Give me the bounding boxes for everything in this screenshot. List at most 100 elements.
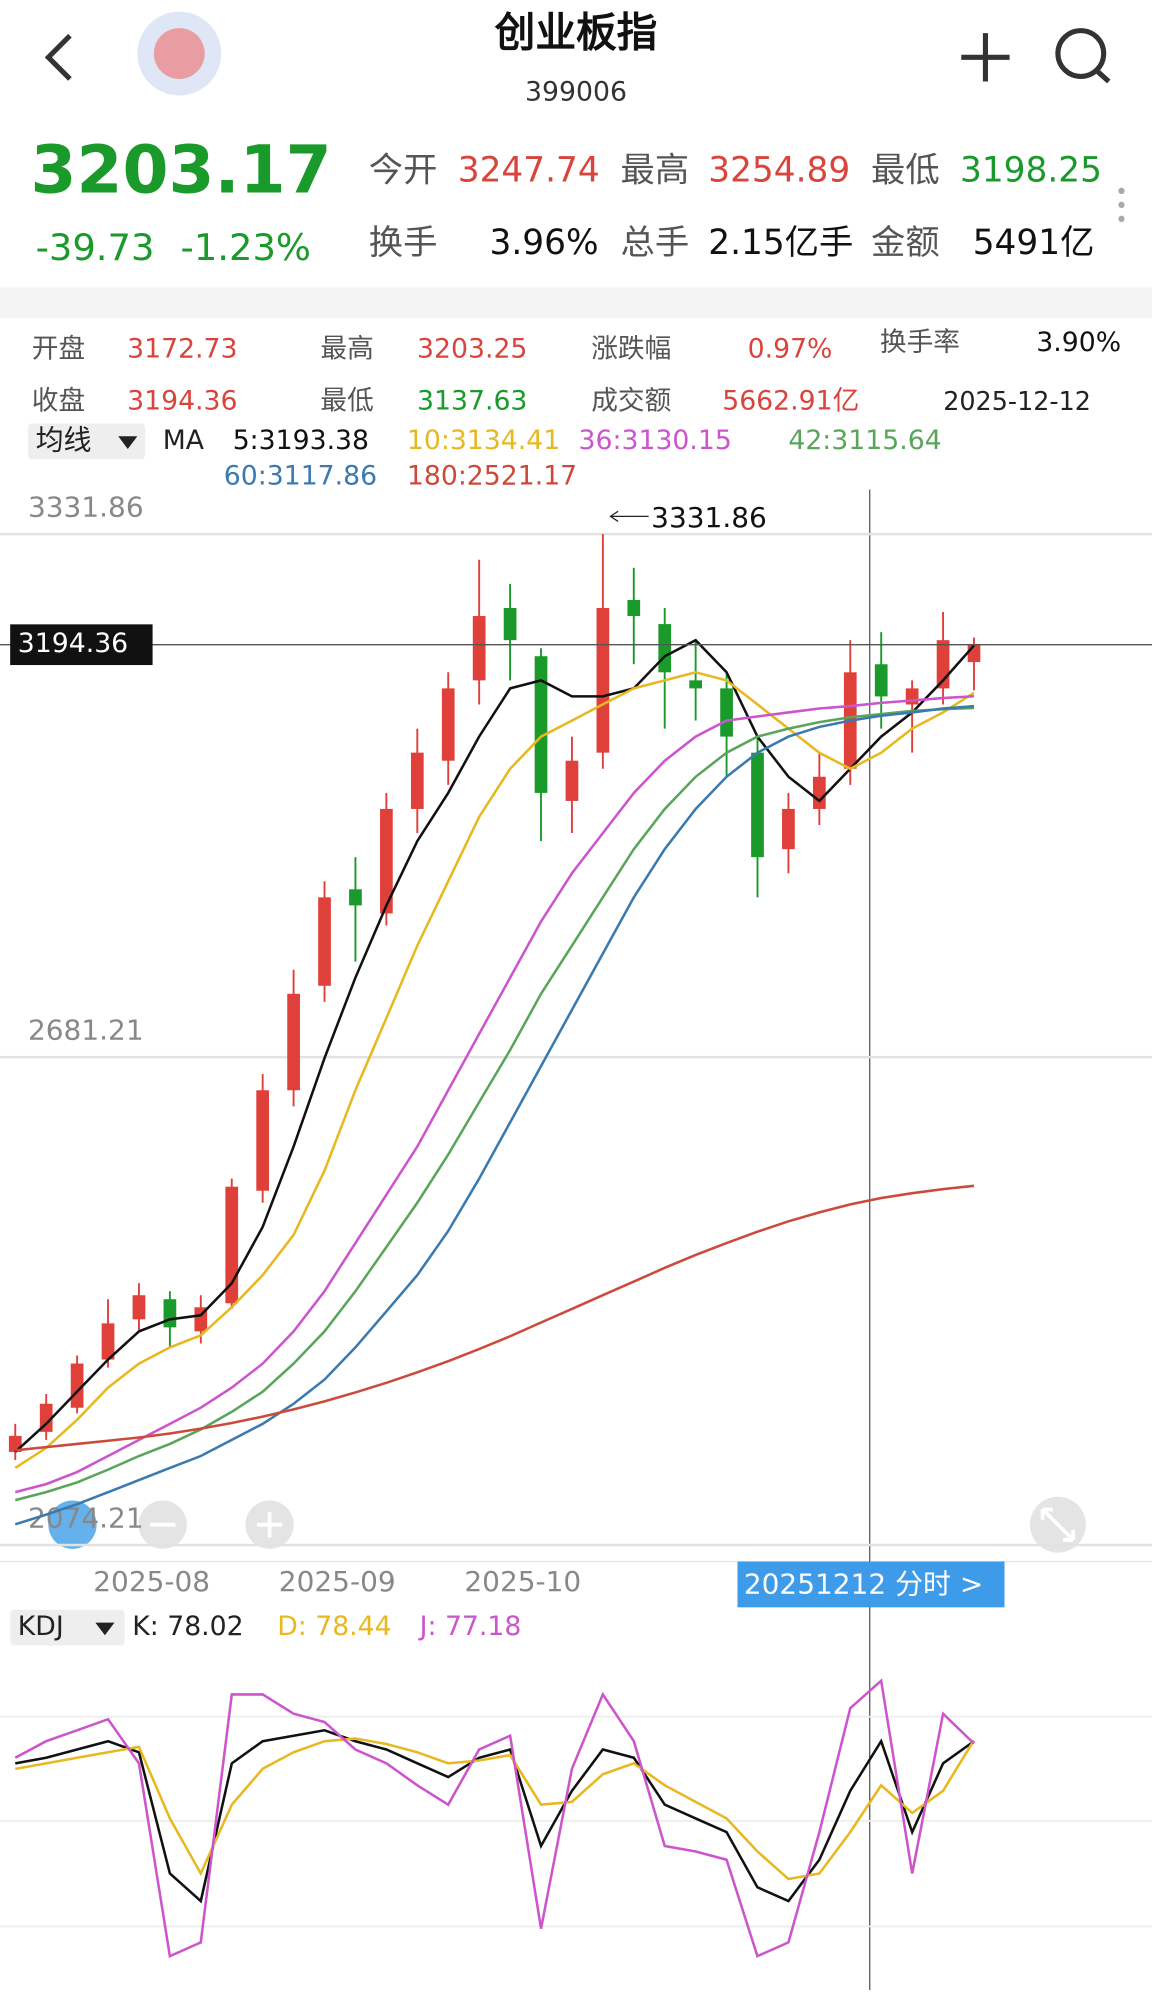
code: 399006 bbox=[525, 76, 627, 107]
ma-legend: 180:2521.17 bbox=[407, 460, 577, 491]
time-tag-label[interactable]: 20251212 分时 > bbox=[744, 1568, 984, 1601]
candle-body bbox=[627, 599, 641, 617]
field-value: 3247.74 bbox=[458, 150, 600, 190]
date: 2025-12-12 bbox=[943, 386, 1091, 416]
zoom-in-icon bbox=[256, 1511, 283, 1538]
kdj-selector[interactable] bbox=[10, 1609, 125, 1646]
field-label: 最低 bbox=[871, 150, 940, 190]
y-tick-label: 2681.21 bbox=[28, 1014, 144, 1047]
stat-label: 开盘 bbox=[32, 333, 85, 364]
add-button[interactable] bbox=[961, 33, 1010, 82]
field-label: 最高 bbox=[621, 150, 690, 190]
field-value: 3198.25 bbox=[960, 150, 1102, 190]
stat-value: 0.97% bbox=[748, 333, 833, 364]
stat-label: 收盘 bbox=[32, 385, 85, 416]
field-label: 换手 bbox=[369, 223, 438, 263]
stat-value: 3194.36 bbox=[127, 385, 237, 416]
kdj-legend: K: 78.02 bbox=[132, 1611, 243, 1642]
candle-body bbox=[596, 607, 610, 753]
x-tick-label: 2025-08 bbox=[93, 1565, 210, 1598]
kdj-legend: D: 78.44 bbox=[277, 1611, 391, 1642]
line bbox=[15, 1728, 975, 1904]
candle-body bbox=[349, 889, 362, 906]
line bbox=[14, 670, 975, 1470]
field-label: 今开 bbox=[369, 150, 438, 190]
stat-label: 涨跌幅 bbox=[591, 333, 671, 364]
line bbox=[14, 695, 975, 1494]
stat-label: 最高 bbox=[320, 333, 373, 364]
candle-body bbox=[782, 808, 795, 850]
avatar-face bbox=[153, 28, 205, 79]
more-dots[interactable] bbox=[1118, 187, 1125, 223]
stat-label: 最低 bbox=[320, 385, 373, 416]
candle-body bbox=[565, 760, 579, 801]
annotation-arrowhead bbox=[609, 510, 619, 522]
candle-body bbox=[658, 624, 672, 673]
ma-legend: 42:3115.64 bbox=[788, 425, 941, 456]
x-tick-label: 2025-10 bbox=[464, 1565, 581, 1598]
candle-body bbox=[441, 688, 455, 761]
ma-legend: 5:3193.38 bbox=[233, 425, 369, 456]
line bbox=[14, 638, 975, 1453]
field-value: 3.96% bbox=[490, 223, 599, 263]
candle-body bbox=[534, 656, 548, 793]
field-label: 金额 bbox=[871, 223, 940, 263]
field-value: 5491亿 bbox=[973, 223, 1095, 263]
y-tick-label: 2074.21 bbox=[28, 1502, 144, 1535]
search-handle bbox=[1094, 68, 1111, 84]
candle-body bbox=[318, 897, 331, 986]
stat-value: 3172.73 bbox=[127, 333, 237, 364]
candle-body bbox=[132, 1295, 146, 1320]
ma-title: MA bbox=[163, 425, 205, 456]
stat-value: 3137.63 bbox=[417, 385, 527, 416]
candle-body bbox=[39, 1403, 53, 1432]
candle-body bbox=[503, 607, 517, 641]
search-button[interactable] bbox=[1055, 28, 1107, 79]
line bbox=[14, 1678, 975, 1958]
ma-legend: 36:3130.15 bbox=[579, 425, 732, 456]
kdj-title[interactable]: KDJ bbox=[18, 1611, 64, 1642]
change: -39.73 bbox=[36, 226, 155, 269]
candle-body bbox=[472, 616, 486, 681]
x-tick-label: 2025-09 bbox=[279, 1565, 396, 1598]
time-tag[interactable] bbox=[737, 1561, 1005, 1608]
stat-label: 换手率 bbox=[880, 327, 960, 358]
candle-body bbox=[380, 808, 393, 914]
field-value: 2.15亿手 bbox=[708, 223, 853, 263]
line bbox=[15, 1737, 976, 1881]
candle-body bbox=[163, 1299, 177, 1328]
stat-value: 3203.25 bbox=[417, 333, 527, 364]
stat-value: 3.90% bbox=[1036, 327, 1121, 358]
field-value: 3254.89 bbox=[708, 150, 850, 190]
y-tick-label: 3331.86 bbox=[28, 491, 144, 524]
dropdown-arrow bbox=[118, 436, 138, 449]
candle-body bbox=[101, 1323, 115, 1360]
candle-body bbox=[256, 1090, 270, 1191]
price: 3203.17 bbox=[31, 131, 332, 208]
candle-body bbox=[225, 1186, 239, 1304]
fullscreen-icon bbox=[1040, 1507, 1076, 1542]
candle-body bbox=[812, 776, 826, 809]
ma-selector[interactable] bbox=[27, 423, 145, 460]
back-button[interactable] bbox=[44, 33, 72, 81]
crosshair-box bbox=[10, 624, 153, 666]
crosshair-label: 3194.36 bbox=[18, 628, 128, 659]
ma-legend: 10:3134.41 bbox=[407, 425, 560, 456]
kdj-legend: J: 77.18 bbox=[418, 1611, 522, 1642]
candle-body bbox=[689, 680, 703, 689]
line bbox=[15, 1184, 975, 1452]
ma-legend: 60:3117.86 bbox=[224, 460, 377, 491]
k-button[interactable] bbox=[48, 1500, 97, 1549]
candle-body bbox=[410, 752, 424, 809]
ma-selector-label[interactable]: 均线 bbox=[36, 423, 92, 456]
divider bbox=[0, 287, 1152, 319]
annotation: 3331.86 bbox=[651, 501, 767, 534]
title: 创业板指 bbox=[495, 9, 658, 57]
field-label: 总手 bbox=[621, 223, 690, 263]
stat-value: 5662.91亿 bbox=[722, 385, 859, 416]
dropdown-arrow bbox=[95, 1622, 115, 1636]
change-pct: -1.23% bbox=[181, 226, 311, 269]
